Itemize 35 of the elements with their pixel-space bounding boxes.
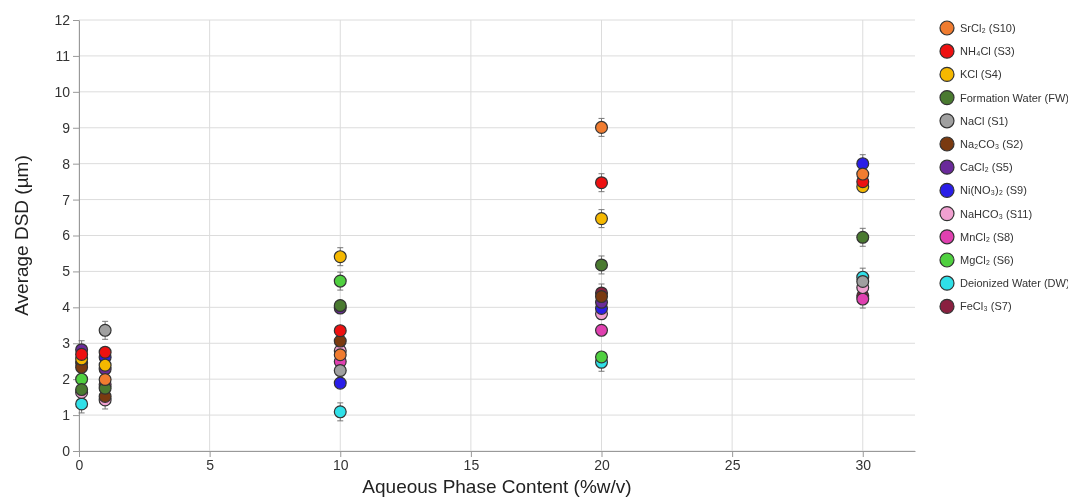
x-tick-label: 15 (463, 456, 480, 473)
y-tick-label: 3 (62, 335, 71, 352)
y-tick-label: 5 (62, 263, 71, 280)
legend-label: NH₄Cl (S3) (960, 45, 1015, 58)
y-tick-label: 4 (62, 299, 71, 316)
y-tick-label: 2 (62, 371, 71, 388)
y-tick-label: 11 (55, 47, 71, 64)
legend-label: Na₂CO₃ (S2) (960, 138, 1024, 150)
y-tick-label: 8 (62, 155, 71, 172)
legend-label: MnCl₂ (S8) (960, 230, 1014, 243)
legend-label: CaCl₂ (S5) (960, 161, 1013, 174)
y-tick-label: 9 (62, 119, 71, 136)
x-tick-label: 25 (724, 456, 741, 473)
x-tick-label: 30 (855, 456, 872, 473)
x-tick-label: 20 (594, 456, 610, 473)
legend-label: FeCl₃ (S7) (960, 300, 1012, 313)
y-tick-label: 10 (54, 83, 71, 100)
legend-label: Ni(NO₃)₂ (S9) (960, 184, 1027, 197)
y-tick-label: 0 (62, 442, 71, 459)
legend-label: MgCl₂ (S6) (960, 254, 1014, 266)
y-tick-label: 7 (62, 191, 71, 208)
x-tick-label: 0 (75, 456, 84, 473)
legend-label: Formation Water (FW) (960, 91, 1068, 104)
y-tick-label: 1 (62, 407, 71, 424)
legend-label: NaCl (S1) (960, 114, 1009, 127)
legend-label: Deionized Water (DW) (960, 277, 1068, 290)
legend-label: NaHCO₃ (S11) (960, 207, 1033, 220)
x-axis-title: Aqueous Phase Content (%w/v) (362, 476, 632, 497)
y-tick-label: 12 (54, 11, 71, 28)
y-tick-label: 6 (62, 227, 71, 244)
legend-label: SrCl₂ (S10) (960, 22, 1016, 34)
x-tick-label: 5 (206, 456, 215, 473)
legend-label: KCl (S4) (960, 68, 1002, 81)
x-tick-label: 10 (332, 456, 349, 473)
y-axis-title: Average DSD (µm) (11, 155, 32, 316)
